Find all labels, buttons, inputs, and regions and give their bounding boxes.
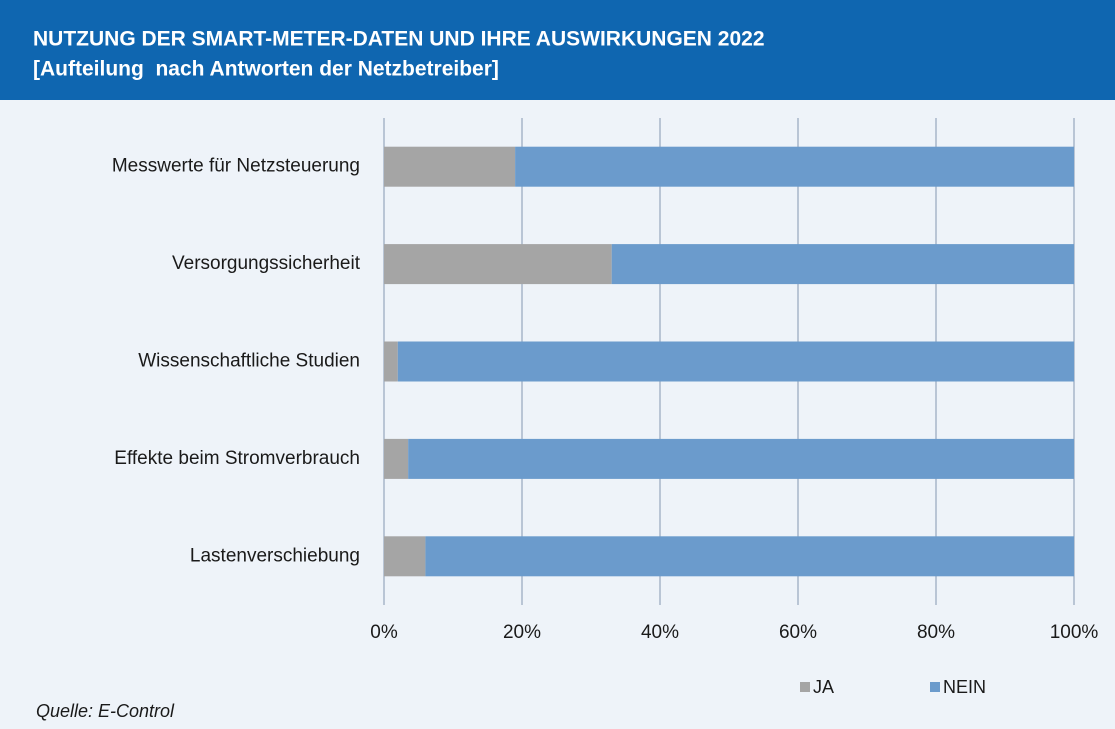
bar-segment (397, 341, 1074, 382)
y-tick-label: Wissenschaftliche Studien (138, 351, 360, 372)
header (0, 0, 1115, 100)
bar-segment (384, 536, 426, 577)
bar-segment (611, 244, 1074, 285)
chart-title: NUTZUNG DER SMART-METER-DATEN UND IHRE A… (33, 28, 765, 51)
x-tick-label: 0% (370, 622, 398, 643)
bar-segment (384, 438, 409, 479)
bar-segment (384, 146, 516, 187)
legend-label: NEIN (943, 677, 986, 697)
legend-swatch (930, 682, 940, 692)
chart-subtitle: [Aufteilung nach Antworten der Netzbetre… (33, 58, 499, 81)
legend-swatch (800, 682, 810, 692)
bar-segment (384, 341, 398, 382)
x-tick-label: 60% (779, 622, 817, 643)
source: Quelle: E-Control (36, 701, 175, 721)
y-tick-label: Messwerte für Netzsteuerung (112, 156, 360, 177)
y-tick-label: Effekte beim Stromverbrauch (114, 448, 360, 469)
bar-segment (425, 536, 1074, 577)
bar-segment (515, 146, 1074, 187)
y-tick-label: Lastenverschiebung (190, 545, 360, 566)
x-tick-label: 80% (917, 622, 955, 643)
y-tick-label: Versorgungssicherheit (172, 253, 361, 274)
x-tick-label: 100% (1050, 622, 1099, 643)
legend-label: JA (813, 677, 834, 697)
x-tick-label: 40% (641, 622, 679, 643)
bar-segment (408, 438, 1074, 479)
x-tick-label: 20% (503, 622, 541, 643)
bar-segment (384, 244, 612, 285)
